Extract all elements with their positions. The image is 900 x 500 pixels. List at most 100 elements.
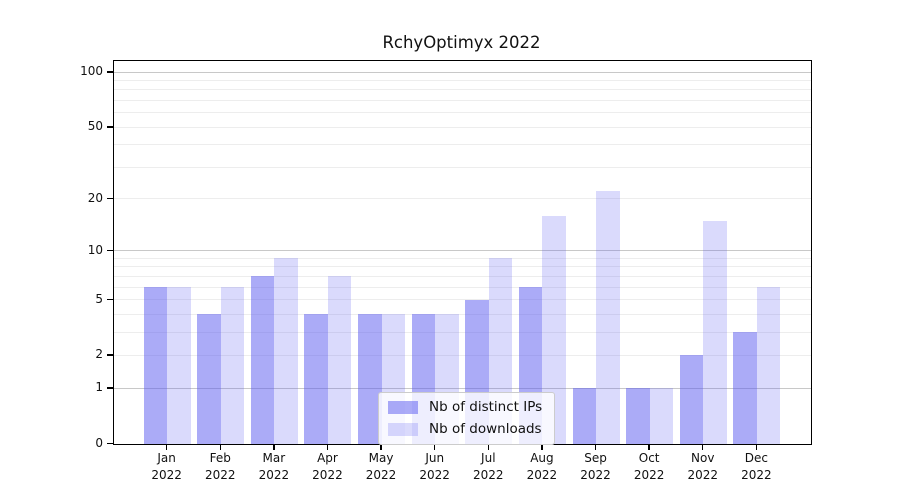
x-tick-month: Jan — [157, 451, 176, 465]
x-tick-year: 2022 — [258, 467, 290, 482]
chart-title: RchyOptimyx 2022 — [382, 33, 541, 52]
bar-distinct-ips-sep — [572, 388, 597, 444]
x-tick-month: Nov — [691, 451, 715, 465]
x-tick-may — [380, 444, 382, 450]
x-tick-mar — [273, 444, 275, 450]
x-tick-jan — [165, 444, 168, 450]
x-tick-month: Mar — [262, 451, 286, 465]
legend-row-distinct-ips: Nb of distinct IPs — [388, 400, 542, 415]
y-tick-label-10: 10 — [87, 242, 103, 257]
minor-gridline-8 — [114, 266, 811, 268]
bar-downloads-nov — [703, 220, 727, 444]
minor-gridline-80 — [114, 89, 811, 91]
minor-gridline-30 — [114, 166, 811, 168]
legend-swatch-distinct-ips — [388, 401, 418, 414]
x-tick-dec — [755, 444, 758, 450]
y-tick-0 — [107, 443, 113, 445]
major-gridline-1 — [114, 387, 811, 389]
bar-downloads-apr — [327, 276, 352, 444]
x-tick-label-aug: Aug 2022 — [510, 450, 574, 483]
x-tick-year: 2022 — [151, 467, 182, 482]
minor-gridline-7 — [114, 275, 811, 277]
x-tick-year: 2022 — [312, 467, 343, 482]
y-tick-2 — [107, 354, 113, 356]
bar-distinct-ips-apr — [304, 314, 328, 444]
bar-downloads-dec — [756, 287, 781, 444]
minor-gridline-4 — [114, 313, 811, 315]
bar-downloads-aug — [542, 215, 566, 444]
x-tick-month: Jun — [425, 451, 445, 465]
x-tick-label-sep: Sep 2022 — [564, 450, 628, 483]
bar-downloads-sep — [596, 191, 620, 444]
x-tick-apr — [326, 444, 329, 450]
legend-label-distinct-ips: Nb of distinct IPs — [429, 399, 543, 415]
minor-gridline-60 — [114, 112, 811, 114]
x-tick-year: 2022 — [526, 467, 558, 482]
legend-label-downloads: Nb of downloads — [429, 421, 542, 437]
legend-swatch-downloads — [388, 423, 418, 436]
x-tick-jul — [487, 444, 489, 450]
x-tick-month: Jul — [481, 451, 496, 465]
bar-distinct-ips-may — [358, 314, 382, 444]
x-tick-month: Sep — [584, 451, 607, 465]
x-tick-label-jun: Jun 2022 — [403, 450, 467, 483]
y-tick-label-50: 50 — [87, 119, 103, 134]
bar-distinct-ips-feb — [197, 314, 221, 444]
minor-gridline-40 — [114, 144, 811, 146]
plot-area: Nb of distinct IPs Nb of downloads — [113, 60, 812, 445]
bar-distinct-ips-dec — [733, 332, 757, 444]
y-tick-5 — [107, 298, 113, 301]
y-tick-label-2: 2 — [95, 347, 103, 362]
bar-downloads-mar — [274, 258, 298, 444]
major-gridline-10 — [114, 250, 811, 252]
bar-distinct-ips-mar — [250, 276, 275, 444]
x-tick-label-feb: Feb 2022 — [188, 450, 252, 483]
minor-gridline-3 — [114, 331, 811, 333]
x-tick-label-jul: Jul 2022 — [456, 450, 520, 483]
x-tick-feb — [219, 444, 221, 450]
x-tick-jun — [433, 444, 436, 450]
x-tick-year: 2022 — [633, 467, 665, 482]
bar-distinct-ips-oct — [626, 388, 650, 444]
y-tick-20 — [107, 197, 113, 200]
x-tick-year: 2022 — [473, 467, 504, 482]
y-tick-10 — [107, 249, 113, 252]
minor-gridline-5 — [114, 299, 811, 301]
x-tick-label-jan: Jan 2022 — [135, 450, 199, 483]
bar-distinct-ips-jan — [143, 287, 168, 444]
minor-gridline-9 — [114, 257, 811, 259]
minor-gridline-50 — [114, 126, 811, 128]
bar-distinct-ips-nov — [679, 355, 704, 444]
legend: Nb of distinct IPs Nb of downloads — [378, 392, 556, 445]
y-tick-50 — [107, 126, 113, 128]
x-tick-nov — [702, 444, 704, 450]
x-tick-label-may: May 2022 — [349, 450, 413, 483]
bar-downloads-oct — [649, 388, 674, 444]
x-tick-aug — [541, 444, 543, 450]
x-tick-year: 2022 — [580, 467, 611, 482]
y-tick-100 — [107, 71, 113, 73]
x-tick-year: 2022 — [419, 467, 450, 482]
minor-gridline-70 — [114, 100, 811, 102]
legend-row-downloads: Nb of downloads — [388, 422, 542, 437]
x-tick-year: 2022 — [204, 467, 236, 482]
y-tick-1 — [107, 387, 113, 389]
x-tick-month: Feb — [209, 451, 231, 465]
bar-downloads-jan — [167, 287, 191, 444]
x-tick-year: 2022 — [687, 467, 719, 482]
y-tick-label-1: 1 — [95, 380, 103, 395]
minor-gridline-2 — [114, 354, 811, 356]
major-gridline-100 — [114, 71, 811, 73]
x-tick-month: Apr — [317, 451, 338, 465]
x-tick-label-dec: Dec 2022 — [724, 450, 788, 483]
y-tick-label-20: 20 — [87, 190, 103, 205]
x-tick-oct — [648, 444, 650, 450]
y-tick-label-100: 100 — [80, 64, 103, 79]
minor-gridline-90 — [114, 80, 811, 82]
bar-downloads-feb — [220, 287, 245, 444]
x-tick-month: May — [368, 451, 394, 465]
minor-gridline-20 — [114, 198, 811, 200]
x-tick-year: 2022 — [741, 467, 772, 482]
x-tick-month: Oct — [638, 451, 660, 465]
